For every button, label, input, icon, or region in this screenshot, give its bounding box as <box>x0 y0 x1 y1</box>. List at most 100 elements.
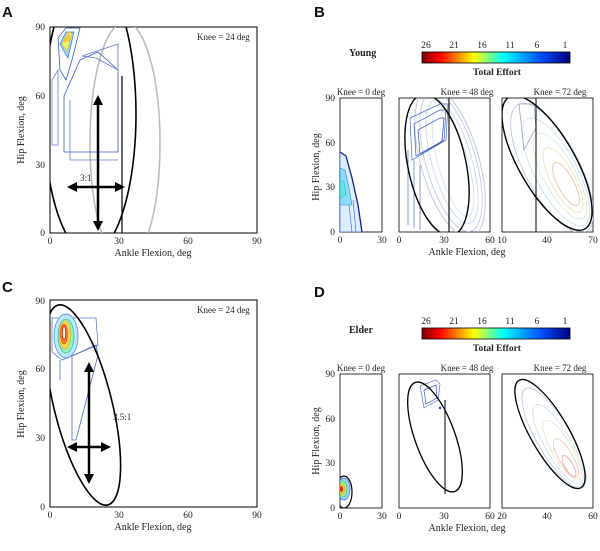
panel-c: C 3.5:1 Knee = 24 deg 0 30 60 90 0 <box>2 279 262 533</box>
panel-letter-a: A <box>2 4 13 21</box>
knee-label-d3: Knee = 72 deg <box>534 363 587 373</box>
colorbar-tick-b: 1 <box>563 41 568 51</box>
x-ticks-a: 0 30 60 90 <box>48 237 262 247</box>
y-tick-d: 60 <box>326 415 336 425</box>
knee-label-c: Knee = 24 deg <box>197 305 250 315</box>
y-tick-d: 90 <box>326 370 336 380</box>
panel-letter-d: D <box>314 284 325 301</box>
colorbar-tick-d: 16 <box>477 317 487 327</box>
knee-label-b1: Knee = 0 deg <box>337 87 386 97</box>
colorbar-gradient-d <box>421 327 571 340</box>
x-tick-b1: 30 <box>377 236 387 246</box>
colorbar-tick-d: 11 <box>505 317 514 327</box>
plot-frame-a <box>49 26 258 234</box>
y-ticks-b: 0 30 60 90 <box>326 94 336 238</box>
x-tick-c: 90 <box>252 511 262 521</box>
contours-d1 <box>340 475 353 508</box>
y-tick-a: 60 <box>36 92 46 102</box>
subplot-frame-d3 <box>501 373 594 509</box>
panel-a: A 3:1 Knee = 24 deg 0 30 60 90 <box>2 4 262 259</box>
x-ticks-c: 0 30 60 90 <box>48 511 262 521</box>
y-tick-c: 90 <box>36 297 46 307</box>
colorbar-tick-d: 1 <box>563 317 568 327</box>
x-tick-a: 30 <box>114 237 124 247</box>
colorbar-tick-b: 16 <box>477 41 487 51</box>
x-tick-b2: 0 <box>397 236 402 246</box>
y-tick-d: 30 <box>326 459 336 469</box>
y-ticks-c: 0 30 60 90 <box>36 297 46 513</box>
x-tick-d2: 30 <box>439 512 449 522</box>
x-tick-d3: 40 <box>542 512 552 522</box>
y-ticks-d: 0 30 60 90 <box>326 370 336 514</box>
y-axis-label-a: Hip Flexion, deg <box>16 96 27 164</box>
colorbar-title-d: Total Effort <box>473 344 522 354</box>
x-tick-b3: 40 <box>542 236 552 246</box>
y-tick-c: 30 <box>36 434 46 444</box>
x-tick-a: 90 <box>252 237 262 247</box>
y-tick-a: 30 <box>36 161 46 171</box>
x-axis-label-c: Ankle Flexion, deg <box>115 522 192 533</box>
colorbar-tick-b: 21 <box>449 41 459 51</box>
x-tick-b2: 30 <box>439 236 449 246</box>
y-tick-a: 90 <box>36 23 46 33</box>
aspect-ratio-label-a: 3:1 <box>80 173 92 183</box>
contours-c <box>50 304 122 506</box>
x-tick-c: 0 <box>48 511 53 521</box>
contours-b3 <box>502 98 593 232</box>
y-tick-b: 30 <box>326 183 336 193</box>
contours-d3 <box>514 378 587 490</box>
plot-frame-c <box>49 299 258 508</box>
panel-letter-c: C <box>2 279 13 296</box>
colorbar-tick-b: 11 <box>505 41 514 51</box>
group-label-d: Elder <box>349 325 373 336</box>
y-tick-d: 0 <box>330 504 335 514</box>
x-tick-b2: 60 <box>485 236 495 246</box>
panel-b: B Young 26 21 16 11 6 1 Total Effort Kne… <box>311 4 598 258</box>
y-tick-b: 60 <box>326 139 336 149</box>
y-tick-c: 0 <box>40 503 45 513</box>
y-axis-label-d: Hip Flexion, deg <box>311 407 322 475</box>
colorbar-b: 26 21 16 11 6 1 Total Effort <box>421 41 571 78</box>
x-axis-label-a: Ankle Flexion, deg <box>115 248 192 259</box>
x-tick-b3: 70 <box>588 236 598 246</box>
y-axis-label-c: Hip Flexion, deg <box>16 370 27 438</box>
panel-letter-b: B <box>314 4 325 21</box>
knee-label-d1: Knee = 0 deg <box>337 363 386 373</box>
knee-label-d2: Knee = 48 deg <box>441 363 494 373</box>
aspect-ratio-label-c: 3.5:1 <box>113 412 131 422</box>
x-tick-a: 60 <box>183 237 193 247</box>
x-axis-label-b: Ankle Flexion, deg <box>429 247 506 258</box>
y-tick-a: 0 <box>40 229 45 239</box>
knee-label-b2: Knee = 48 deg <box>441 87 494 97</box>
colorbar-tick-b: 26 <box>421 41 431 51</box>
y-tick-b: 0 <box>330 228 335 238</box>
y-tick-c: 60 <box>36 365 46 375</box>
x-tick-d2: 0 <box>397 512 402 522</box>
y-tick-b: 90 <box>326 94 336 104</box>
x-tick-c: 30 <box>114 511 124 521</box>
x-tick-d3: 20 <box>497 512 507 522</box>
contours-d2 <box>407 379 463 494</box>
colorbar-d: 26 21 16 11 6 1 Total Effort <box>421 317 571 354</box>
colorbar-tick-b: 6 <box>535 41 540 51</box>
contours-a <box>50 27 161 233</box>
x-axis-label-d: Ankle Flexion, deg <box>429 523 506 534</box>
y-ticks-a: 0 30 60 90 <box>36 23 46 239</box>
knee-label-b3: Knee = 72 deg <box>534 87 587 97</box>
colorbar-tick-d: 21 <box>449 317 459 327</box>
colorbar-tick-d: 26 <box>421 317 431 327</box>
x-tick-b3: 10 <box>497 236 507 246</box>
x-tick-d3: 60 <box>588 512 598 522</box>
panel-d: D Elder 26 21 16 11 6 1 Total Effort Kne… <box>311 284 598 534</box>
subplot-frame-b2 <box>398 97 491 233</box>
colorbar-tick-d: 6 <box>535 317 540 327</box>
y-axis-label-b: Hip Flexion, deg <box>311 133 322 201</box>
colorbar-title-b: Total Effort <box>473 68 522 78</box>
x-tick-d1: 0 <box>338 512 343 522</box>
x-tick-a: 0 <box>48 237 53 247</box>
x-tick-c: 60 <box>183 511 193 521</box>
contours-b1 <box>340 151 363 232</box>
contours-b2 <box>404 98 486 232</box>
x-tick-b1: 0 <box>338 236 343 246</box>
